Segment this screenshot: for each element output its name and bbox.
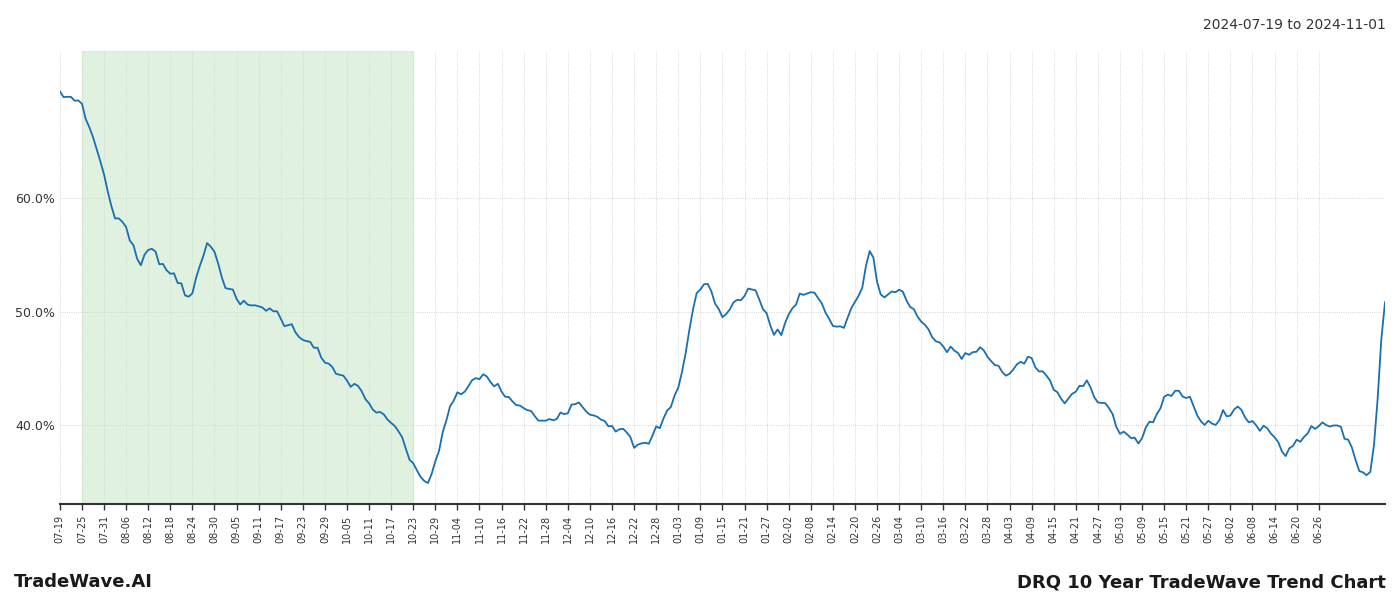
Text: 2024-07-19 to 2024-11-01: 2024-07-19 to 2024-11-01	[1203, 18, 1386, 32]
Bar	[83, 51, 413, 504]
Text: TradeWave.AI: TradeWave.AI	[14, 573, 153, 591]
Text: DRQ 10 Year TradeWave Trend Chart: DRQ 10 Year TradeWave Trend Chart	[1018, 573, 1386, 591]
